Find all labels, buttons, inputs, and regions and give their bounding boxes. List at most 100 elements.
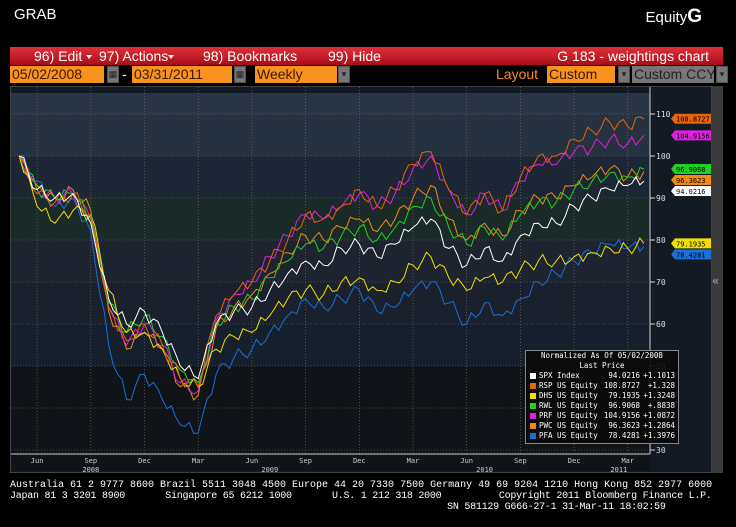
legend-change: +1.2864 [643,421,675,430]
legend-change: +1.0872 [643,411,675,420]
x-tick-label: Jun [246,457,259,465]
chevron-down-icon[interactable]: ▾ [338,66,350,83]
hide-button[interactable]: 99) Hide [328,48,381,64]
x-tick-label: Sep [299,457,312,465]
series-line [19,155,645,380]
layout-label: Layout [496,66,539,82]
date-separator: - [122,66,127,82]
last-price-tag [671,238,711,249]
legend-row[interactable]: DHS US Equity 79.1935 +1.3248 [526,391,678,401]
app-title: GRAB [14,6,57,23]
collapse-panel-button[interactable]: « [712,86,723,473]
footer: Australia 61 2 9777 8600 Brazil 5511 304… [10,480,712,513]
legend-last-price: 104.9156 [603,411,640,420]
x-tick-label: Sep [514,457,527,465]
legend-row[interactable]: RWL US Equity 96.9068 +.8838 [526,401,678,411]
legend-last-price: 96.9068 [608,401,640,410]
last-price-tag-label: 108.8727 [676,116,710,124]
period-select[interactable]: Weekly [255,66,337,83]
x-tick-label: Dec [353,457,366,465]
sector-text: Equity [645,9,688,26]
last-price-tag [671,113,711,124]
currency-select[interactable]: Custom CCY [632,66,716,83]
actions-menu[interactable]: 97) Actions [99,48,175,64]
menu-bar: 96) Edit 97) Actions 98) Bookmarks 99) H… [10,47,723,65]
chevron-down-icon[interactable]: ▾ [716,66,728,83]
y-tick-label: 60 [656,320,666,329]
layout-select[interactable]: Custom [547,66,615,83]
legend-series-name: PWC US Equity [539,421,598,430]
edit-label: 96) Edit [34,48,83,64]
legend-last-price: 96.3623 [608,421,640,430]
background-band [11,114,650,156]
dropdown-arrow-icon [168,55,175,60]
legend-last-price: 108.8727 [603,381,640,390]
last-price-tag-label: 79.1935 [676,240,706,248]
last-price-tag-label: 96.9068 [676,166,706,174]
x-tick-label: Sep [84,457,97,465]
series-line [19,155,645,434]
legend-last-price: 79.1935 [608,391,640,400]
calendar-icon[interactable]: ▦ [107,66,119,83]
last-price-tag [671,249,711,260]
year-label: 2008 [82,466,99,473]
last-price-tag-label: 94.0216 [676,188,706,196]
function-logo: G [687,6,702,27]
x-tick-label: Dec [568,457,581,465]
legend-swatch [530,383,536,389]
legend-title: Normalized As Of 05/02/2008 [541,351,663,360]
controls-row: 05/02/2008 ▦ - 03/31/2011 ▦ Weekly ▾ Lay… [0,66,736,84]
x-tick-label: Mar [192,457,205,465]
last-price-tag-label: 104.9156 [676,132,710,140]
bookmarks-menu[interactable]: 98) Bookmarks [203,48,298,64]
year-label: 2011 [610,466,627,473]
legend-change: +.8838 [647,401,675,410]
end-date-input[interactable]: 03/31/2011 [132,66,232,83]
last-price-tag [671,130,711,141]
y-tick-label: 90 [656,194,666,203]
background-band [11,156,650,198]
last-price-tag-label: 78.4281 [676,251,706,259]
legend-series-name: PFA US Equity [539,431,598,440]
legend-row[interactable]: RSP US Equity 108.8727 +1.328 [526,381,678,391]
y-tick-label: 70 [656,278,666,287]
footer-contacts-1: Australia 61 2 9777 8600 Brazil 5511 304… [10,480,713,491]
calendar-icon[interactable]: ▦ [234,66,246,83]
x-tick-label: Jun [31,457,44,465]
last-price-tag [671,163,711,174]
legend-swatch [530,413,536,419]
legend-rows: SPX Index 94.0216 +1.1013 RSP US Equity 108.… [526,371,678,441]
chevron-down-icon[interactable]: ▾ [618,66,630,83]
legend-swatch [530,433,536,439]
y-tick-label: 110 [656,110,671,119]
legend-change: +1.3976 [643,431,675,440]
x-tick-label: Mar [621,457,634,465]
footer-serial: SN 581129 G666-27-1 31-Mar-11 18:02:59 [10,502,666,513]
collapse-icon: « [712,274,720,288]
year-label: 2009 [261,466,278,473]
legend-row[interactable]: PFA US Equity 78.4281 +1.3976 [526,431,678,441]
legend-swatch [530,373,536,379]
legend-change: +1.328 [647,381,675,390]
screen-title: G 183 - weightings chart [557,48,709,64]
legend-subtitle: Last Price [579,361,625,370]
legend-row[interactable]: PWC US Equity 96.3623 +1.2864 [526,421,678,431]
legend-change: +1.3248 [643,391,675,400]
x-tick-label: Mar [407,457,420,465]
legend-series-name: SPX Index [539,371,580,380]
y-tick-label: 30 [656,446,666,455]
legend-row[interactable]: PRF US Equity 104.9156 +1.0872 [526,411,678,421]
start-date-input[interactable]: 05/02/2008 [10,66,104,83]
legend-row[interactable]: SPX Index 94.0216 +1.1013 [526,371,678,381]
background-band [11,93,650,114]
legend-change: +1.1013 [643,371,675,380]
legend-swatch [530,403,536,409]
legend-series-name: RWL US Equity [539,401,598,410]
legend-series-name: RSP US Equity [539,381,598,390]
edit-menu[interactable]: 96) Edit [34,48,93,64]
last-price-tag-label: 96.3623 [676,177,706,185]
legend-last-price: 94.0216 [608,371,640,380]
legend-series-name: PRF US Equity [539,411,598,420]
footer-contacts-2: Japan 81 3 3201 8900 Singapore 65 6212 1… [10,491,712,502]
series-line [18,116,645,389]
